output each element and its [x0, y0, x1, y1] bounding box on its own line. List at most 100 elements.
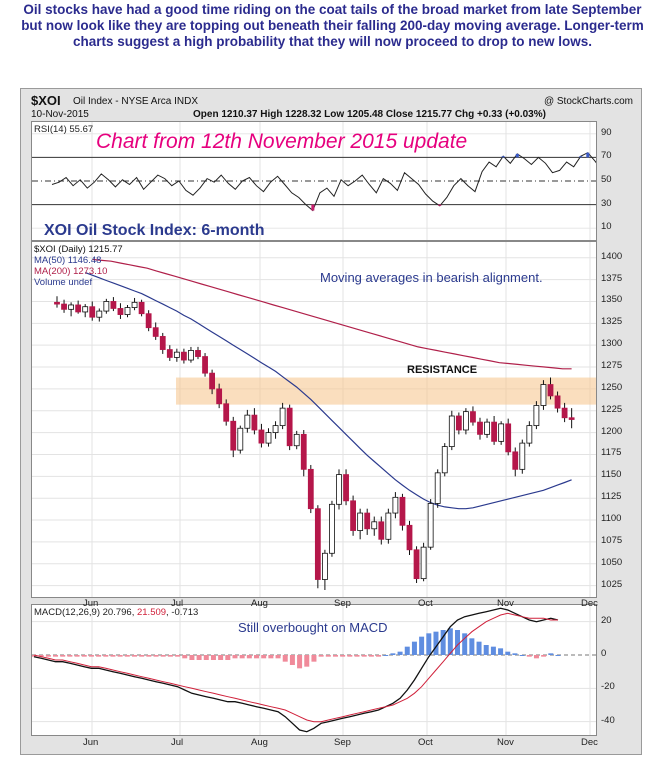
- month-label-top-jul: Jul: [171, 598, 184, 609]
- price-tick-1075: 1075: [601, 534, 623, 546]
- candle-6: [96, 308, 103, 322]
- ohlc-summary: Open 1210.37 High 1228.32 Low 1205.48 Cl…: [193, 109, 546, 120]
- candle-32: [279, 402, 286, 430]
- candle-44: [364, 508, 371, 535]
- macd-hist-bar-31: [254, 655, 260, 659]
- month-label-top-nov: Nov: [497, 598, 514, 609]
- price-tick-1225: 1225: [601, 403, 623, 415]
- candle-21: [202, 353, 208, 377]
- ma200-line: [92, 258, 572, 370]
- candle-8: [110, 297, 117, 312]
- rsi-tick-50: 50: [601, 174, 612, 185]
- month-label-top-sep: Sep: [334, 598, 351, 609]
- macd-hist-bar-56: [433, 631, 439, 655]
- chart-date: 10-Nov-2015: [31, 109, 89, 120]
- candle-18: [180, 348, 187, 364]
- price-tick-1175: 1175: [601, 447, 622, 459]
- candle-1: [61, 299, 67, 313]
- macd-hist-bar-39: [311, 655, 317, 662]
- macd-hist-bar-49: [383, 655, 389, 656]
- candle-45: [371, 516, 378, 536]
- month-label-bottom-jul: Jul: [171, 737, 184, 748]
- macd-hist-bar-67: [512, 653, 518, 655]
- candle-40: [336, 469, 342, 510]
- candle-33: [286, 404, 293, 451]
- macd-hist-bar-29: [239, 655, 245, 659]
- resistance-band: [176, 377, 596, 405]
- macd-hist-bar-14: [131, 655, 137, 657]
- macd-hist-bar-65: [498, 648, 504, 655]
- source-credit[interactable]: @ StockCharts.com: [543, 96, 633, 107]
- macd-hist-bar-45: [354, 655, 360, 657]
- candle-13: [145, 310, 152, 332]
- index-name: Oil Index - NYSE Arca INDX: [73, 96, 199, 107]
- candle-42: [350, 495, 357, 536]
- candle-64: [505, 418, 512, 456]
- candle-55: [441, 443, 448, 477]
- candle-25: [230, 416, 237, 458]
- macd-hist-bar-13: [124, 655, 130, 657]
- macd-hist-bar-43: [340, 655, 346, 657]
- candle-39: [329, 500, 335, 557]
- macd-tick--40: -40: [601, 714, 615, 726]
- candle-66: [519, 439, 526, 474]
- macd-hist-bar-25: [210, 655, 216, 660]
- candle-29: [258, 423, 265, 448]
- macd-hist-bar-61: [469, 638, 475, 655]
- macd-legend: MACD(12,26,9) 20.796, 21.509, -0.713: [34, 607, 199, 618]
- candle-50: [406, 520, 413, 556]
- legend-ma200: MA(200) 1273.10: [34, 266, 108, 277]
- macd-annotation: Still overbought on MACD: [238, 620, 388, 635]
- macd-hist-bar-15: [139, 655, 145, 657]
- month-label-bottom-dec: Dec: [581, 737, 598, 748]
- macd-hist-bar-36: [289, 655, 295, 665]
- macd-hist-bar-46: [361, 655, 367, 657]
- ma-annotation: Moving averages in bearish alignment.: [320, 270, 543, 285]
- macd-line: [33, 607, 559, 733]
- price-tick-1100: 1100: [601, 513, 622, 525]
- macd-hist-bar-53: [411, 641, 417, 655]
- macd-hist-bar-3: [53, 655, 59, 657]
- macd-hist-bar-26: [218, 655, 224, 660]
- macd-hist-bar-5: [67, 655, 73, 657]
- candle-54: [434, 469, 441, 508]
- candle-16: [166, 345, 173, 361]
- macd-hist-bar-72: [548, 653, 554, 655]
- macd-hist-bar-9: [96, 655, 102, 657]
- macd-hist-bar-6: [74, 655, 80, 657]
- chart-frame: $XOI Oil Index - NYSE Arca INDX @ StockC…: [20, 88, 642, 755]
- macd-hist-bar-63: [483, 645, 489, 655]
- macd-hist-bar-33: [268, 655, 274, 659]
- candle-49: [399, 493, 406, 531]
- macd-hist-bar-1: [38, 655, 44, 657]
- price-tick-1300: 1300: [601, 338, 623, 350]
- macd-hist-bar-27: [225, 655, 231, 660]
- macd-hist-bar-24: [203, 655, 209, 660]
- chart-subtitle: XOI Oil Stock Index: 6-month: [44, 222, 264, 239]
- month-label-bottom-nov: Nov: [497, 737, 514, 748]
- macd-hist-bar-34: [275, 655, 281, 659]
- candle-37: [314, 505, 321, 589]
- candle-24: [223, 399, 230, 426]
- macd-hist-bar-51: [397, 651, 403, 655]
- month-label-bottom-oct: Oct: [418, 737, 433, 748]
- legend-ma50: MA(50) 1146.48: [34, 255, 102, 266]
- candle-52: [420, 542, 427, 582]
- candle-14: [152, 322, 159, 340]
- price-tick-1125: 1125: [601, 491, 622, 503]
- price-tick-1150: 1150: [601, 469, 622, 481]
- macd-hist-bar-2: [45, 655, 51, 657]
- candle-65: [512, 447, 519, 477]
- month-label-top-jun: Jun: [83, 598, 99, 609]
- candle-41: [343, 469, 349, 506]
- macd-hist-bar-60: [462, 633, 468, 655]
- macd-hist-bar-19: [167, 655, 173, 657]
- candle-9: [117, 303, 124, 319]
- macd-value: 20.796: [102, 607, 132, 618]
- price-tick-1275: 1275: [601, 360, 623, 372]
- candle-30: [265, 428, 272, 447]
- macd-hist-bar-73: [555, 655, 561, 656]
- candle-23: [216, 383, 223, 409]
- macd-hist-bar-7: [81, 655, 87, 657]
- candle-60: [477, 417, 483, 440]
